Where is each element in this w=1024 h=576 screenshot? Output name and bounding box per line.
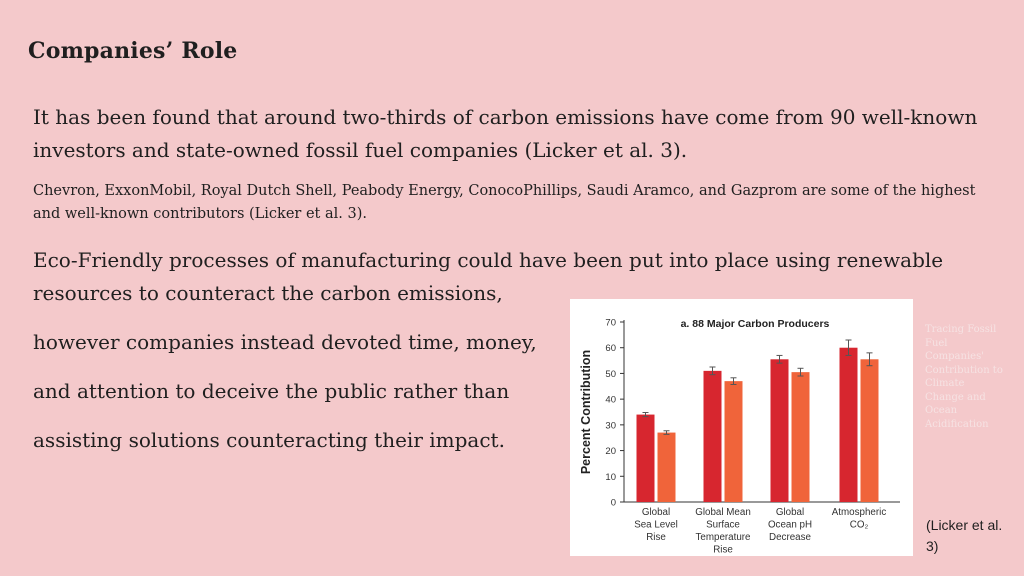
text-line-assisting-solutions: assisting solutions counteracting their … [33,428,505,452]
text-line-deceive-public: and attention to deceive the public rath… [33,379,510,403]
citation: (Licker et al. 3) [926,517,1003,554]
x-category-label: CO₂ [850,520,869,531]
bar [839,347,858,502]
paragraph-major-contributors: Chevron, ExxonMobil, Royal Dutch Shell, … [33,183,976,222]
y-tick-label: 40 [605,395,616,406]
x-category-label: Surface [706,520,740,531]
bar [791,372,810,502]
text-line-however-companies: however companies instead devoted time, … [33,330,537,354]
figure-caption: Tracing Fossil Fuel Companies' Contribut… [925,324,1003,430]
x-category-label: Rise [646,532,666,543]
y-tick-label: 50 [605,369,616,380]
x-category-label: Decrease [769,532,811,543]
y-tick-label: 10 [605,472,616,483]
bar [860,359,879,502]
bar-chart-svg: a. 88 Major Carbon Producers Percent Cont… [579,318,900,556]
x-category-label: Temperature [696,532,752,543]
y-axis-title: Percent Contribution [579,350,593,474]
x-category-label: Ocean pH [768,520,812,531]
y-tick-label: 60 [605,343,616,354]
x-category-label: Sea Level [634,520,678,531]
paragraph-eco-friendly-processes: Eco-Friendly processes of manufacturing … [33,248,944,305]
chart-title: a. 88 Major Carbon Producers [681,318,830,330]
bar [770,359,789,502]
x-category-label: Global [642,507,670,518]
y-tick-label: 70 [605,318,616,329]
x-category-label: Global [776,507,804,518]
bar [657,432,676,502]
bar [636,414,655,502]
x-category-label: Rise [713,545,733,556]
carbon-producers-chart: a. 88 Major Carbon Producers Percent Cont… [570,299,913,556]
slide-title: Companies’ Role [28,38,238,64]
y-tick-label: 0 [611,498,616,509]
paragraph-two-thirds-emissions: It has been found that around two-thirds… [33,105,978,162]
bar [724,381,743,502]
x-category-label: Atmospheric [832,507,887,518]
y-tick-label: 30 [605,420,616,431]
y-tick-label: 20 [605,446,616,457]
bar [703,370,722,502]
x-category-label: Global Mean [695,507,751,518]
